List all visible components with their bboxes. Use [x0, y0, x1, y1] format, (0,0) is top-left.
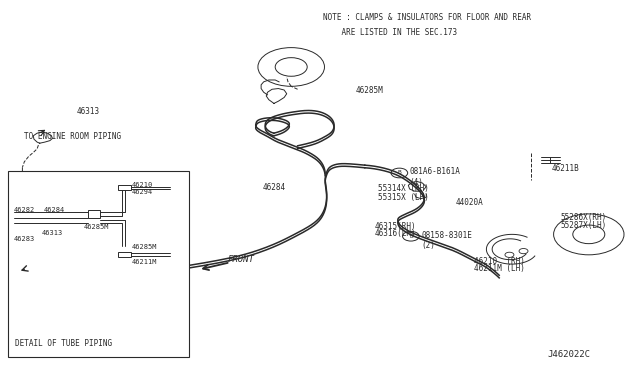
Text: 46284: 46284 — [44, 207, 65, 213]
Text: 46210  (RH): 46210 (RH) — [474, 257, 524, 266]
Text: FRONT: FRONT — [227, 255, 254, 264]
Text: 44020A: 44020A — [456, 198, 483, 207]
Text: 55287X(LH): 55287X(LH) — [560, 221, 606, 230]
Text: 46315(RH): 46315(RH) — [374, 222, 416, 231]
Text: 46283: 46283 — [14, 236, 35, 242]
Bar — [118, 185, 131, 190]
Text: ARE LISTED IN THE SEC.173: ARE LISTED IN THE SEC.173 — [323, 28, 458, 37]
Text: 55315X (LH): 55315X (LH) — [378, 193, 428, 202]
Text: 55286X(RH): 55286X(RH) — [560, 213, 606, 222]
Text: 46285M: 46285M — [83, 224, 109, 230]
Text: 46313: 46313 — [42, 230, 63, 236]
Text: 55314X (RH): 55314X (RH) — [378, 185, 428, 193]
Text: (4): (4) — [410, 178, 424, 187]
Text: 46211M: 46211M — [131, 259, 157, 265]
Text: 46294: 46294 — [131, 189, 152, 195]
Bar — [118, 252, 131, 257]
Text: 081A6-B161A: 081A6-B161A — [410, 167, 460, 176]
Text: 08158-8301E: 08158-8301E — [421, 231, 472, 240]
Text: (2): (2) — [421, 241, 435, 250]
Text: B: B — [397, 170, 401, 176]
Text: 46284: 46284 — [262, 183, 285, 192]
Bar — [88, 210, 100, 218]
Text: B: B — [409, 234, 413, 239]
Text: TO ENGINE ROOM PIPING: TO ENGINE ROOM PIPING — [24, 132, 122, 141]
Text: 46285M: 46285M — [355, 86, 383, 94]
Text: 46210: 46210 — [131, 182, 152, 188]
Text: 46211M (LH): 46211M (LH) — [474, 264, 524, 273]
Text: 46316(LH): 46316(LH) — [374, 229, 416, 238]
Text: DETAIL OF TUBE PIPING: DETAIL OF TUBE PIPING — [15, 339, 113, 348]
Text: 46282: 46282 — [14, 207, 35, 213]
Bar — [8, 171, 189, 357]
Text: 46285M: 46285M — [131, 244, 157, 250]
Text: 46313: 46313 — [77, 107, 100, 116]
Text: J462022C: J462022C — [547, 350, 590, 359]
Text: 46211B: 46211B — [552, 164, 579, 173]
Text: NOTE : CLAMPS & INSULATORS FOR FLOOR AND REAR: NOTE : CLAMPS & INSULATORS FOR FLOOR AND… — [323, 13, 531, 22]
